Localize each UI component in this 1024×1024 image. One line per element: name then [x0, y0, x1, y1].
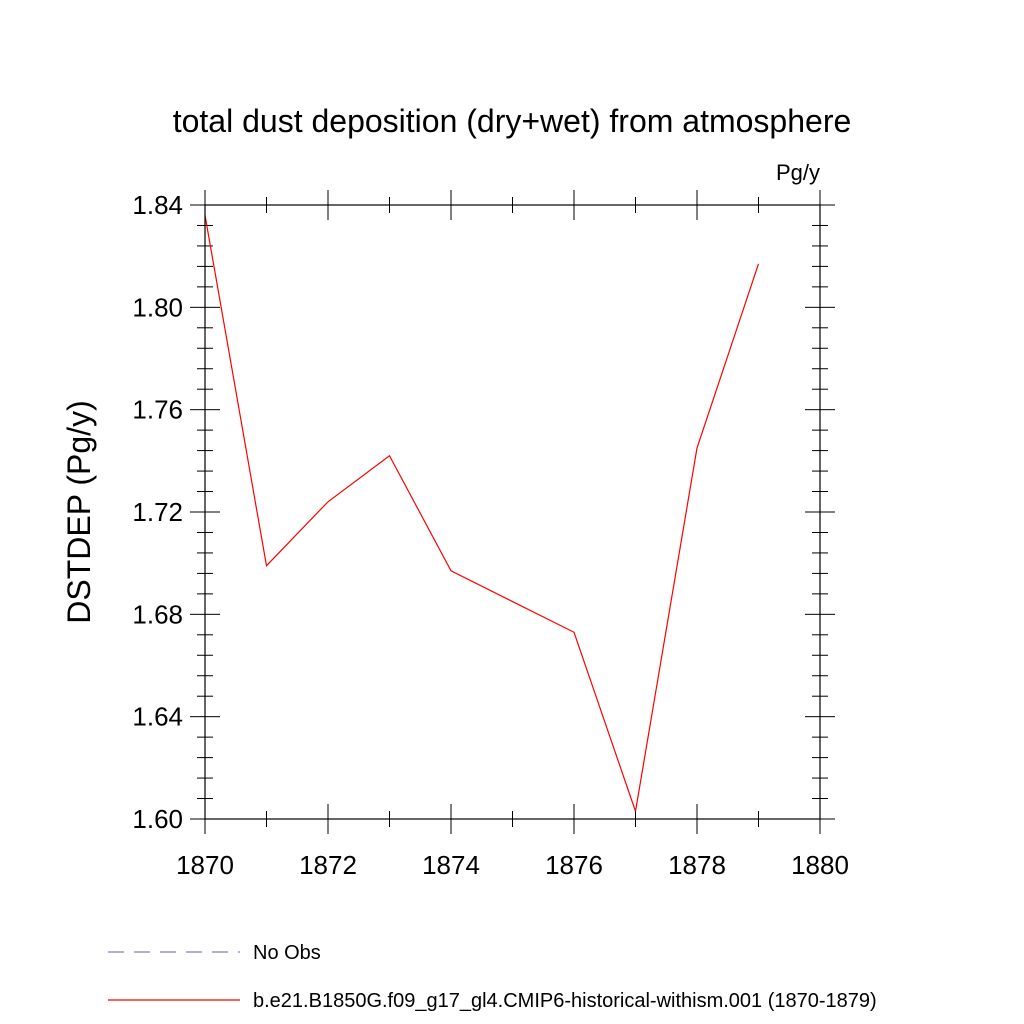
legend-label: b.e21.B1850G.f09_g17_gl4.CMIP6-historica…: [253, 990, 877, 1012]
legend-label: No Obs: [253, 942, 321, 964]
y-tick-label: 1.76: [132, 395, 183, 425]
x-tick-label: 1870: [176, 850, 234, 880]
y-tick-label: 1.68: [132, 599, 183, 629]
y-tick-label: 1.60: [132, 804, 183, 834]
x-tick-label: 1878: [668, 850, 726, 880]
legend: No Obs b.e21.B1850G.f09_g17_gl4.CMIP6-his…: [108, 942, 877, 1012]
plot-area: 1870 1872 1874 1876 1878 1880 1.60 1.64 1.68 1.72…: [132, 190, 849, 880]
y-tick-label: 1.80: [132, 292, 183, 322]
x-tick-label: 1880: [791, 850, 849, 880]
x-tick-label: 1874: [422, 850, 480, 880]
x-tick-label: 1876: [545, 850, 603, 880]
y-axis-label: DSTDEP (Pg/y): [61, 400, 97, 623]
y-tick-label: 1.72: [132, 497, 183, 527]
chart-title: total dust deposition (dry+wet) from atm…: [173, 103, 852, 139]
y-tick-label: 1.84: [132, 190, 183, 220]
series-line-0: [204, 215, 760, 812]
units-label: Pg/y: [776, 160, 820, 185]
x-tick-label: 1872: [299, 850, 357, 880]
plot-frame: [204, 204, 821, 820]
y-tick-label: 1.64: [132, 702, 183, 732]
